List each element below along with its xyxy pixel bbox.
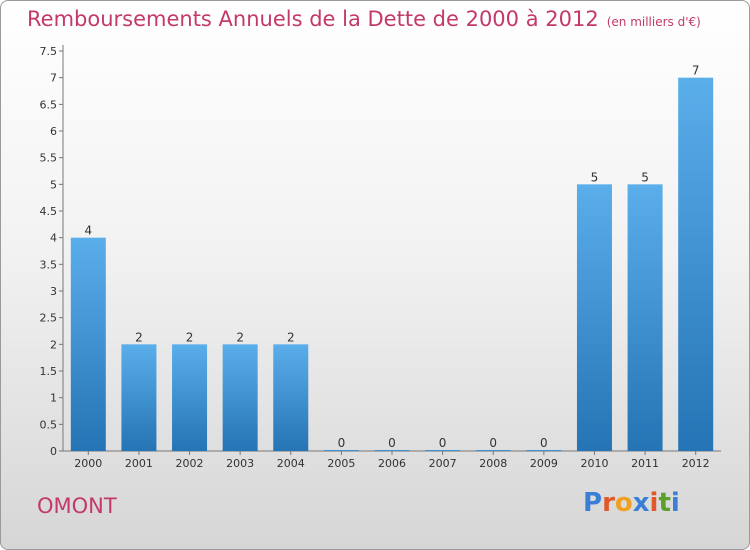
commune-name: OMONT [37, 494, 117, 518]
proxiti-logo: Proxiti [583, 488, 680, 518]
y-tick-label: 4.5 [40, 205, 58, 218]
chart-title-text: Remboursements Annuels de la Dette de 20… [27, 7, 599, 31]
y-tick-label: 7 [50, 72, 57, 85]
x-tick-label: 2007 [429, 457, 457, 470]
x-tick-label: 2004 [277, 457, 305, 470]
bar [678, 77, 714, 452]
data-label: 2 [186, 330, 194, 344]
data-label: 7 [692, 64, 700, 78]
logo-letter: r [602, 488, 615, 518]
bar [172, 344, 208, 451]
y-tick-label: 2 [50, 338, 57, 351]
y-tick-label: 1 [50, 392, 57, 405]
data-label: 4 [84, 224, 92, 238]
data-label: 0 [388, 436, 396, 450]
x-tick-label: 2006 [378, 457, 406, 470]
y-tick-label: 1.5 [40, 365, 58, 378]
logo-letter: t [658, 488, 671, 518]
bar [222, 344, 258, 451]
bar [526, 450, 562, 451]
x-tick-label: 2012 [682, 457, 710, 470]
y-tick-label: 3 [50, 285, 57, 298]
x-tick-label: 2005 [327, 457, 355, 470]
logo-letter: i [670, 488, 680, 518]
y-tick-label: 2.5 [40, 312, 58, 325]
x-tick-label: 2003 [226, 457, 254, 470]
data-label: 5 [641, 170, 649, 184]
x-tick-label: 2008 [479, 457, 507, 470]
x-tick-label: 2002 [176, 457, 204, 470]
logo-letter: x [632, 488, 650, 518]
bar [576, 184, 612, 452]
x-tick-label: 2009 [530, 457, 558, 470]
x-tick-label: 2011 [631, 457, 659, 470]
x-tick-label: 2010 [580, 457, 608, 470]
bar [475, 450, 511, 451]
data-label: 2 [287, 330, 295, 344]
y-tick-label: 7.5 [40, 45, 58, 58]
y-tick-label: 6.5 [40, 98, 58, 111]
data-label: 0 [540, 436, 548, 450]
data-label: 2 [135, 330, 143, 344]
x-tick-label: 2001 [125, 457, 153, 470]
y-tick-label: 4 [50, 232, 57, 245]
logo-letter: P [583, 488, 603, 518]
data-label: 0 [338, 436, 346, 450]
y-tick-label: 0.5 [40, 418, 58, 431]
data-label: 0 [439, 436, 447, 450]
data-label: 2 [236, 330, 244, 344]
bar [374, 450, 410, 451]
x-tick-label: 2000 [74, 457, 102, 470]
bar [70, 237, 106, 451]
data-label: 5 [591, 170, 599, 184]
bar [425, 450, 461, 451]
chart-title-unit: (en milliers d'€) [606, 15, 701, 29]
logo-letter: i [649, 488, 659, 518]
bar [627, 184, 663, 452]
bar [323, 450, 359, 451]
y-tick-label: 5 [50, 178, 57, 191]
y-tick-label: 6 [50, 125, 57, 138]
y-tick-label: 0 [50, 445, 57, 458]
bar [273, 344, 309, 451]
y-tick-label: 3.5 [40, 258, 58, 271]
bar [121, 344, 157, 451]
data-label: 0 [489, 436, 497, 450]
chart-title: Remboursements Annuels de la Dette de 20… [27, 7, 701, 31]
y-tick-label: 5.5 [40, 152, 58, 165]
logo-letter: o [614, 488, 633, 518]
